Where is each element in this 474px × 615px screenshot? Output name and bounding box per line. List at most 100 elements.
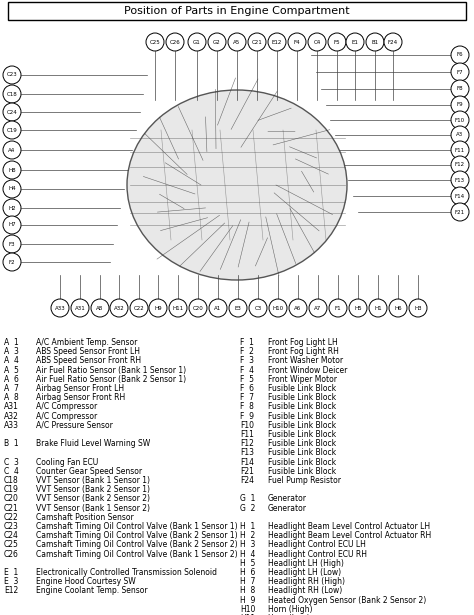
Text: H  6: H 6: [240, 568, 255, 577]
Text: H6: H6: [394, 306, 402, 311]
Text: H10: H10: [273, 306, 283, 311]
Text: F1: F1: [335, 306, 341, 311]
Text: VVT Sensor (Bank 1 Sensor 2): VVT Sensor (Bank 1 Sensor 2): [36, 504, 150, 512]
Text: Fusible Link Block: Fusible Link Block: [268, 448, 336, 458]
Text: A/C Compressor: A/C Compressor: [36, 411, 97, 421]
Text: Front Fog Light LH: Front Fog Light LH: [268, 338, 338, 347]
Text: H5: H5: [354, 306, 362, 311]
Text: VVT Sensor (Bank 2 Sensor 2): VVT Sensor (Bank 2 Sensor 2): [36, 494, 150, 504]
Text: Heated Oxygen Sensor (Bank 2 Sensor 2): Heated Oxygen Sensor (Bank 2 Sensor 2): [268, 595, 426, 605]
Text: Front Fog Light RH: Front Fog Light RH: [268, 347, 339, 356]
Circle shape: [130, 299, 148, 317]
Circle shape: [188, 33, 206, 51]
Circle shape: [149, 299, 167, 317]
Text: C  4: C 4: [4, 467, 19, 476]
Text: Front Wiper Motor: Front Wiper Motor: [268, 375, 337, 384]
Text: Fusible Link Block: Fusible Link Block: [268, 421, 336, 430]
Text: ABS Speed Sensor Front RH: ABS Speed Sensor Front RH: [36, 357, 141, 365]
Text: C4: C4: [313, 39, 320, 44]
Text: A32: A32: [114, 306, 124, 311]
Circle shape: [451, 141, 469, 159]
Circle shape: [451, 187, 469, 205]
Circle shape: [3, 253, 21, 271]
Text: C  3: C 3: [4, 458, 19, 467]
Circle shape: [384, 33, 402, 51]
Text: C21: C21: [252, 39, 263, 44]
Text: A  7: A 7: [4, 384, 19, 393]
Text: A/C Ambient Temp. Sensor: A/C Ambient Temp. Sensor: [36, 338, 137, 347]
FancyBboxPatch shape: [8, 2, 466, 20]
Text: H  7: H 7: [240, 577, 255, 586]
Text: Generator: Generator: [268, 504, 307, 512]
Circle shape: [166, 33, 184, 51]
Text: H  3: H 3: [240, 541, 255, 549]
Text: H7: H7: [8, 223, 16, 228]
Text: E  1: E 1: [4, 568, 18, 577]
Text: F6: F6: [456, 52, 463, 57]
Text: H3: H3: [414, 306, 422, 311]
Text: Air Fuel Ratio Sensor (Bank 2 Sensor 1): Air Fuel Ratio Sensor (Bank 2 Sensor 1): [36, 375, 186, 384]
Text: Camshaft Timing Oil Control Valve (Bank 2 Sensor 2): Camshaft Timing Oil Control Valve (Bank …: [36, 541, 237, 549]
Text: Fusible Link Block: Fusible Link Block: [268, 393, 336, 402]
Text: F24: F24: [240, 476, 254, 485]
Text: A  3: A 3: [4, 347, 19, 356]
Text: A33: A33: [4, 421, 19, 430]
Text: A/C Pressure Sensor: A/C Pressure Sensor: [36, 421, 113, 430]
Text: H2: H2: [8, 205, 16, 210]
Text: F  3: F 3: [240, 357, 254, 365]
Text: H  9: H 9: [240, 595, 255, 605]
Text: Airbag Sensor Front LH: Airbag Sensor Front LH: [36, 384, 124, 393]
Text: A  6: A 6: [4, 375, 19, 384]
Text: C18: C18: [4, 476, 19, 485]
Text: F  4: F 4: [240, 365, 254, 375]
Text: Engine Coolant Temp. Sensor: Engine Coolant Temp. Sensor: [36, 586, 147, 595]
Text: A  1: A 1: [4, 338, 19, 347]
Text: A7: A7: [314, 306, 322, 311]
Text: Camshaft Timing Oil Control Valve (Bank 1 Sensor 1): Camshaft Timing Oil Control Valve (Bank …: [36, 522, 237, 531]
Text: F5: F5: [334, 39, 340, 44]
Text: F2: F2: [9, 260, 15, 264]
Text: H11: H11: [173, 306, 183, 311]
Text: F  2: F 2: [240, 347, 254, 356]
Text: H  1: H 1: [240, 522, 255, 531]
Circle shape: [309, 299, 327, 317]
Text: H  5: H 5: [240, 559, 255, 568]
Text: Headlight Control ECU LH: Headlight Control ECU LH: [268, 541, 366, 549]
Circle shape: [451, 80, 469, 98]
Text: Electronically Controlled Transmission Solenoid: Electronically Controlled Transmission S…: [36, 568, 217, 577]
Text: C26: C26: [4, 550, 19, 558]
Circle shape: [451, 171, 469, 189]
Text: G  2: G 2: [240, 504, 255, 512]
Text: Headlight RH (High): Headlight RH (High): [268, 577, 345, 586]
Circle shape: [146, 33, 164, 51]
Text: A  5: A 5: [4, 365, 19, 375]
Text: E  3: E 3: [4, 577, 18, 586]
Circle shape: [451, 126, 469, 144]
Text: F10: F10: [240, 421, 254, 430]
Text: Camshaft Timing Oil Control Valve (Bank 2 Sensor 1): Camshaft Timing Oil Control Valve (Bank …: [36, 531, 237, 540]
Text: F  5: F 5: [240, 375, 254, 384]
Text: F21: F21: [240, 467, 254, 476]
Text: H8: H8: [8, 167, 16, 172]
Text: F11: F11: [455, 148, 465, 153]
Text: Horn (High): Horn (High): [268, 605, 312, 614]
Circle shape: [248, 33, 266, 51]
Text: A31: A31: [74, 306, 85, 311]
Text: Fuel Pump Resistor: Fuel Pump Resistor: [268, 476, 341, 485]
Text: E3: E3: [235, 306, 241, 311]
Text: C3: C3: [255, 306, 262, 311]
Text: Cooling Fan ECU: Cooling Fan ECU: [36, 458, 98, 467]
Text: H11: H11: [240, 614, 255, 615]
Circle shape: [349, 299, 367, 317]
Circle shape: [451, 96, 469, 114]
Circle shape: [229, 299, 247, 317]
Text: Air Fuel Ratio Sensor (Bank 1 Sensor 1): Air Fuel Ratio Sensor (Bank 1 Sensor 1): [36, 365, 186, 375]
Circle shape: [110, 299, 128, 317]
Text: B  1: B 1: [4, 439, 18, 448]
Text: A/C Compressor: A/C Compressor: [36, 402, 97, 411]
Text: E1: E1: [352, 39, 358, 44]
Text: F12: F12: [240, 439, 254, 448]
Text: Engine Hood Courtesy SW: Engine Hood Courtesy SW: [36, 577, 136, 586]
Text: Position of Parts in Engine Compartment: Position of Parts in Engine Compartment: [124, 6, 350, 16]
Text: A31: A31: [4, 402, 19, 411]
